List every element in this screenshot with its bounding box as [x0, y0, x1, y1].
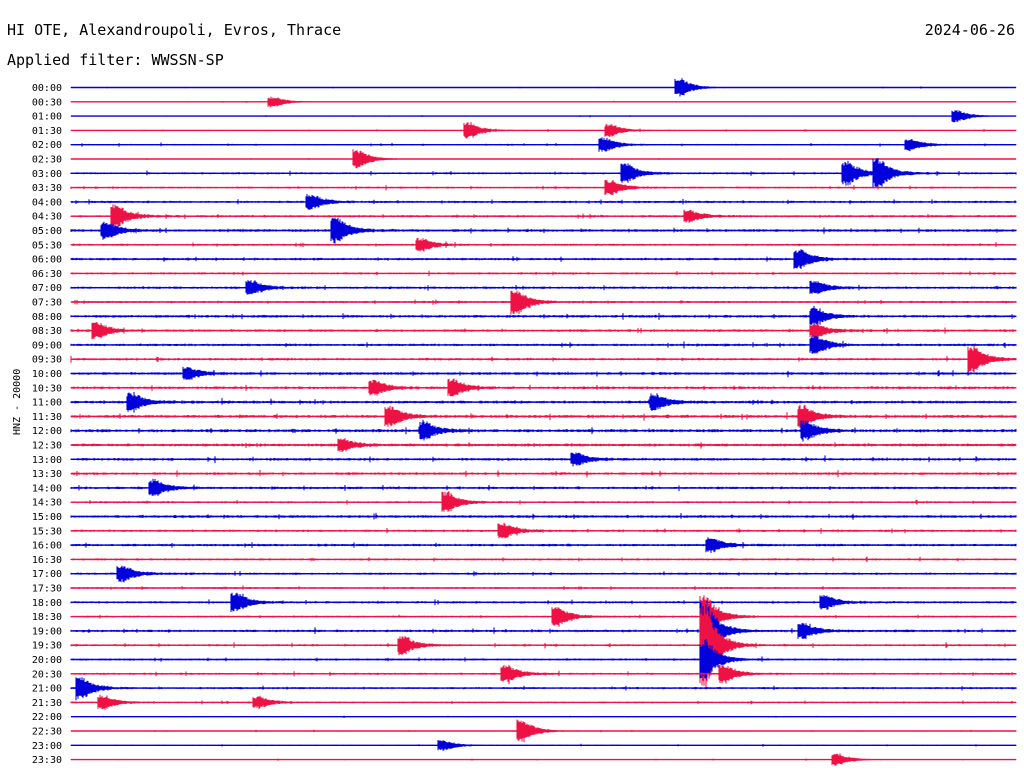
- time-label: 12:00: [32, 426, 62, 437]
- time-label: 10:30: [32, 383, 62, 394]
- time-label: 14:00: [32, 483, 62, 494]
- time-label: 11:00: [32, 398, 62, 409]
- time-label: 04:30: [32, 212, 62, 223]
- time-label: 04:00: [32, 197, 62, 208]
- time-label: 12:30: [32, 441, 62, 452]
- time-label: 16:00: [32, 541, 62, 552]
- time-label: 01:00: [32, 112, 62, 123]
- time-label: 05:00: [32, 226, 62, 237]
- time-label: 07:30: [32, 298, 62, 309]
- time-label: 17:30: [32, 584, 62, 595]
- date-label: 2024-06-26: [924, 21, 1015, 39]
- filter-label: Applied filter: WWSSN-SP: [7, 51, 224, 69]
- time-label: 05:30: [32, 240, 62, 251]
- time-label: 10:00: [32, 369, 62, 380]
- time-label: 13:00: [32, 455, 62, 466]
- time-label: 18:30: [32, 612, 62, 623]
- time-label: 11:30: [32, 412, 62, 423]
- time-label: 08:00: [32, 312, 62, 323]
- time-label: 16:30: [32, 555, 62, 566]
- time-label: 01:30: [32, 126, 62, 137]
- time-label: 15:30: [32, 526, 62, 537]
- time-label: 00:00: [32, 83, 62, 94]
- time-label: 20:30: [32, 669, 62, 680]
- time-label: 17:00: [32, 569, 62, 580]
- time-label: 14:30: [32, 498, 62, 509]
- time-label: 03:30: [32, 183, 62, 194]
- time-label: 21:00: [32, 684, 62, 695]
- time-label: 15:00: [32, 512, 62, 523]
- time-label: 22:00: [32, 712, 62, 723]
- time-label: 23:00: [32, 741, 62, 752]
- time-label: 09:00: [32, 340, 62, 351]
- trace-line: [70, 677, 1017, 701]
- time-label: 20:00: [32, 655, 62, 666]
- time-label: 03:00: [32, 169, 62, 180]
- time-label: 08:30: [32, 326, 62, 337]
- time-label: 02:30: [32, 155, 62, 166]
- time-label: 21:30: [32, 698, 62, 709]
- trace-line: [70, 305, 1017, 326]
- station-title: HI OTE, Alexandroupoli, Evros, Thrace: [7, 21, 342, 39]
- time-label: 19:00: [32, 626, 62, 637]
- time-label: 23:30: [32, 755, 62, 766]
- time-label: 00:30: [32, 97, 62, 108]
- time-label: 13:30: [32, 469, 62, 480]
- time-label: 06:00: [32, 255, 62, 266]
- time-label: 22:30: [32, 727, 62, 738]
- time-label: 09:30: [32, 355, 62, 366]
- time-label: 06:30: [32, 269, 62, 280]
- time-label: 18:00: [32, 598, 62, 609]
- time-label: 02:00: [32, 140, 62, 151]
- time-label: 19:30: [32, 641, 62, 652]
- time-label: 07:00: [32, 283, 62, 294]
